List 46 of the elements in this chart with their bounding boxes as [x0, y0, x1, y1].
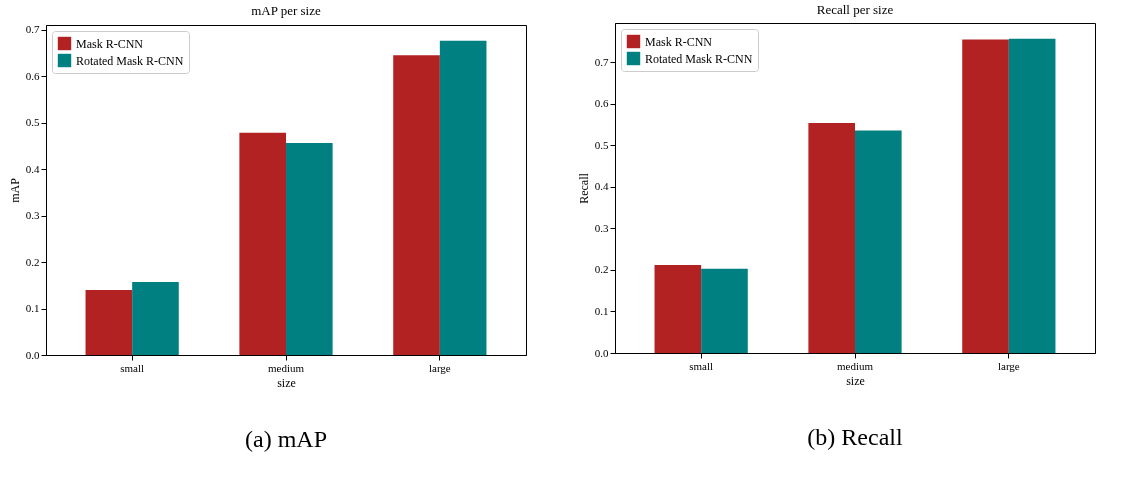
y-tick-label: 0.5 [25, 116, 40, 129]
bar [1008, 38, 1056, 353]
y-tick-label: 0.2 [594, 263, 609, 276]
x-tick-label: large [428, 361, 451, 374]
legend-label: Mask R-CNN [645, 34, 713, 49]
y-tick-label: 0.1 [594, 304, 609, 317]
bar [85, 289, 133, 355]
bar [808, 123, 855, 353]
y-tick-label: 0.5 [594, 138, 609, 151]
legend-label: Rotated Mask R-CNN [76, 53, 184, 68]
chart-title: mAP per size [251, 2, 322, 18]
y-axis-title: Recall [576, 172, 591, 204]
bar [962, 39, 1009, 353]
y-tick-label: 0.3 [25, 209, 40, 222]
x-tick-label: small [120, 361, 145, 374]
legend-label: Rotated Mask R-CNN [645, 51, 753, 66]
bar [286, 143, 333, 355]
bar [701, 268, 748, 353]
y-tick-label: 0.4 [25, 162, 40, 175]
x-axis-title: size [846, 373, 865, 388]
chart-title: Recall per size [816, 2, 894, 17]
y-tick-label: 0.7 [25, 23, 40, 36]
bar [439, 40, 487, 355]
y-tick-label: 0.7 [594, 55, 609, 68]
x-tick-label: small [689, 359, 714, 372]
y-axis-title: mAP [7, 177, 22, 203]
bar [855, 130, 902, 353]
bar [393, 55, 440, 355]
x-tick-label: medium [267, 361, 305, 374]
y-tick-label: 0.6 [25, 69, 40, 82]
legend-label: Mask R-CNN [76, 36, 144, 51]
y-tick-label: 0.0 [594, 346, 609, 359]
bar [132, 282, 179, 355]
bar [654, 265, 702, 353]
y-tick-label: 0.2 [25, 255, 40, 268]
x-tick-label: medium [836, 359, 874, 372]
x-axis-title: size [277, 375, 296, 390]
y-tick-label: 0.3 [594, 221, 609, 234]
bar [239, 132, 286, 355]
y-tick-label: 0.0 [25, 348, 40, 361]
y-tick-label: 0.4 [594, 180, 609, 193]
text: (b) Recall [807, 424, 903, 450]
x-tick-label: large [997, 359, 1020, 372]
text: (a) mAP [245, 426, 327, 452]
y-tick-label: 0.1 [25, 302, 40, 315]
y-tick-label: 0.6 [594, 97, 609, 110]
